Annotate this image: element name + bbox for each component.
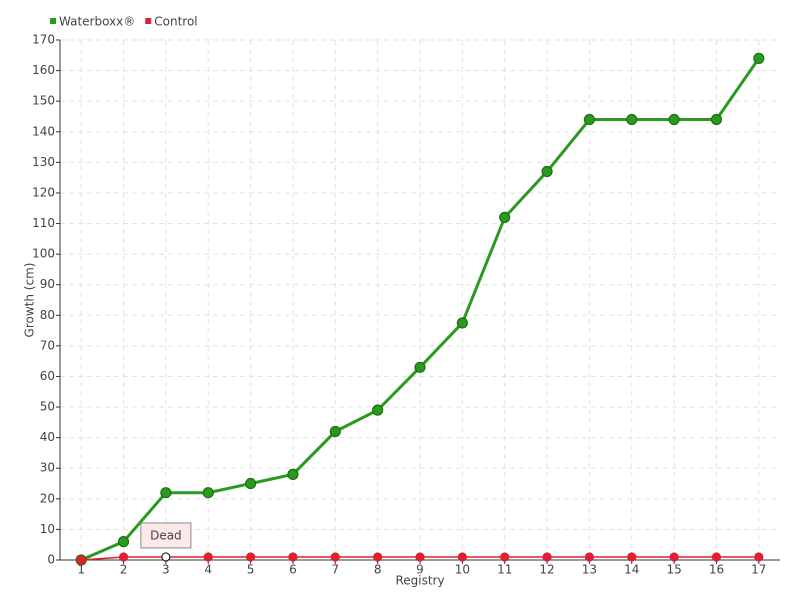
point <box>287 468 299 480</box>
y-tick-label: 140 <box>32 124 55 138</box>
y-tick-label: 160 <box>32 63 55 77</box>
point <box>414 361 426 373</box>
point <box>245 552 256 562</box>
point <box>161 552 171 562</box>
legend-swatch <box>145 18 152 24</box>
point <box>76 555 86 565</box>
x-tick-label: 15 <box>666 563 681 577</box>
x-tick-label: 1 <box>77 563 85 577</box>
y-tick-label: 170 <box>32 33 55 47</box>
x-tick-label: 4 <box>204 563 212 577</box>
x-tick-label: 9 <box>416 563 424 577</box>
x-tick-label: 16 <box>709 563 724 577</box>
point <box>541 165 553 178</box>
point <box>627 552 637 562</box>
x-tick-label: 12 <box>539 563 554 577</box>
point <box>626 113 638 126</box>
point <box>288 552 298 562</box>
y-tick-label: 10 <box>40 522 55 536</box>
x-tick-label: 5 <box>247 563 255 577</box>
point <box>753 52 765 64</box>
x-tick-label: 13 <box>582 563 597 577</box>
y-tick-label: 130 <box>32 155 55 169</box>
point <box>329 425 341 438</box>
point <box>330 552 340 562</box>
y-tick-label: 90 <box>40 277 55 291</box>
x-tick-label: 11 <box>497 563 512 577</box>
point <box>160 487 172 499</box>
point <box>456 317 468 329</box>
point <box>244 477 257 490</box>
y-tick-label: 100 <box>32 247 55 261</box>
point <box>710 113 723 126</box>
y-tick-label: 80 <box>40 308 55 322</box>
point <box>499 211 511 224</box>
x-tick-label: 17 <box>751 563 766 577</box>
y-tick-label: 40 <box>40 430 55 444</box>
y-tick-label: 50 <box>40 400 55 414</box>
point <box>202 487 214 499</box>
point <box>118 552 129 562</box>
y-tick-label: 110 <box>32 216 55 230</box>
point <box>711 552 722 562</box>
x-tick-label: 3 <box>162 563 170 577</box>
point <box>373 552 383 562</box>
point <box>117 536 130 548</box>
point <box>542 552 552 562</box>
point <box>754 552 764 562</box>
point <box>500 552 510 562</box>
y-tick-label: 30 <box>40 461 55 475</box>
point <box>372 404 384 416</box>
point <box>583 113 596 126</box>
x-tick-label: 6 <box>289 563 297 577</box>
y-tick-label: 70 <box>40 338 55 352</box>
y-tick-label: 120 <box>32 185 55 199</box>
point <box>584 552 595 562</box>
annotation-text: Dead <box>150 528 182 542</box>
annotation-box <box>140 522 192 549</box>
point <box>668 113 680 126</box>
point <box>203 552 213 562</box>
y-tick-label: 20 <box>40 491 55 505</box>
y-tick-label: 0 <box>47 553 55 567</box>
x-tick-label: 14 <box>624 563 639 577</box>
point <box>457 552 467 562</box>
x-axis-label: Registry <box>395 574 444 588</box>
y-axis-label: Growth (cm) <box>23 263 37 338</box>
x-tick-label: 10 <box>455 563 470 577</box>
legend-label: Waterboxx® <box>59 15 135 29</box>
point <box>669 552 679 562</box>
point <box>415 552 425 562</box>
legend-swatch <box>50 18 56 24</box>
y-tick-label: 150 <box>32 94 55 108</box>
x-tick-label: 8 <box>374 563 382 577</box>
x-tick-label: 7 <box>331 563 339 577</box>
x-tick-label: 2 <box>120 563 128 577</box>
y-tick-label: 60 <box>40 369 55 383</box>
legend-label: Control <box>154 15 197 29</box>
